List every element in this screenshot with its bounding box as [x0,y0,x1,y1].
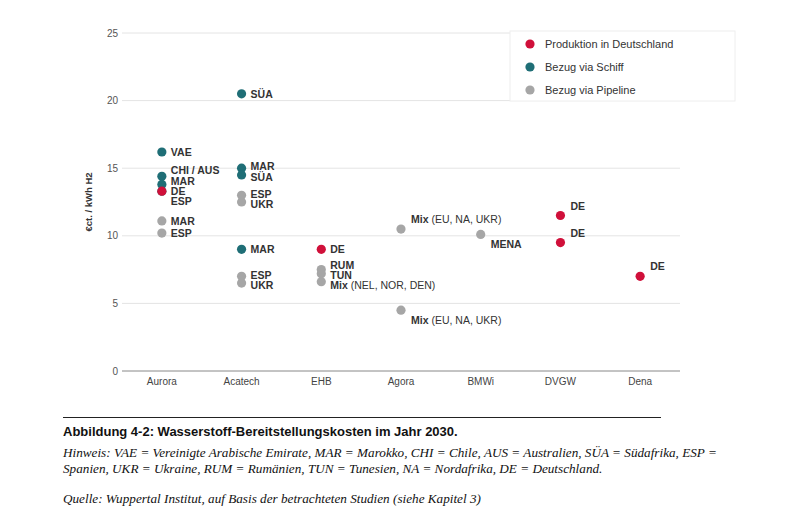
point-label: MAR [171,215,195,227]
grid-line [122,235,680,236]
point-label: DE [570,200,585,212]
legend-label: Bezug via Pipeline [545,84,636,96]
point-label: Mix (NEL, NOR, DEN) [330,279,435,291]
point [317,269,326,278]
label-part: Mix [330,279,348,291]
point [157,216,166,225]
x-tick-label: DVGW [545,376,577,387]
point [396,306,405,315]
chart: 0 5 10 15 20 25 €ct. / kWh H2 Aurora Acatech EHB A… [0,0,799,415]
point [157,187,166,196]
grid-line [122,371,680,372]
label-part: (EU, NA, UKR) [429,213,502,225]
point-label: VAE [171,146,192,158]
legend-label: Produktion in Deutschland [545,38,673,50]
point [556,238,565,247]
x-tick-label: Aurora [147,376,177,387]
point-label: UKR [251,198,274,210]
y-tick-label: 15 [107,163,119,174]
caption-source: Quelle: Wuppertal Institut, auf Basis de… [63,491,661,507]
point [237,89,246,98]
y-tick-label: 0 [112,366,118,377]
point-label: Mix (EU, NA, UKR) [411,213,501,225]
point [157,172,166,181]
legend-marker [525,39,534,48]
point-label: DE [330,243,345,255]
label-part: Mix [411,314,429,326]
point [636,272,645,281]
point [237,279,246,288]
x-tick-label: Agora [388,376,415,387]
point-label: MENA [491,238,522,250]
point [317,277,326,286]
point-labels: VAECHI / AUSMARDEESPMARESPSÜAMARSÜAESPUK… [171,88,665,326]
x-tick-label: Dena [628,376,652,387]
y-axis-label: €ct. / kWh H2 [83,172,94,231]
point [476,230,485,239]
point [157,228,166,237]
point-label: SÜA [251,88,274,100]
legend-marker [525,62,534,71]
point [237,170,246,179]
point [237,197,246,206]
point [157,187,166,196]
point-label: SÜA [251,171,274,183]
point-label: ESP [171,227,192,239]
y-tick-label: 5 [112,298,118,309]
legend-marker [525,85,534,94]
point [157,147,166,156]
point-label: UKR [251,279,274,291]
legend-box [510,31,735,101]
x-tick-label: BMWi [467,376,494,387]
label-part: Mix [411,213,429,225]
label-part: (EU, NA, UKR) [429,314,502,326]
legend-label: Bezug via Schiff [545,61,625,73]
caption: Abbildung 4-2: Wasserstoff-Bereitstellun… [63,417,661,507]
caption-title: Abbildung 4-2: Wasserstoff-Bereitstellun… [63,424,661,439]
point-label: DE [650,260,665,272]
x-tick-label: EHB [311,376,332,387]
point-label: Mix (EU, NA, UKR) [411,314,501,326]
point-label: DE [570,227,585,239]
point [556,211,565,220]
x-tick-label: Acatech [224,376,260,387]
label-part: (NEL, NOR, DEN) [348,279,436,291]
y-tick-label: 25 [107,28,119,39]
grid-line [122,303,680,304]
y-tick-label: 10 [107,230,119,241]
point [396,224,405,233]
point [317,245,326,254]
point-label: MAR [251,243,275,255]
point-label: ESP [171,195,192,207]
point [237,245,246,254]
caption-note: Hinweis: VAE = Vereinigte Arabische Emir… [63,445,728,477]
legend: Produktion in Deutschland Bezug via Schif… [510,31,735,101]
y-tick-label: 20 [107,95,119,106]
